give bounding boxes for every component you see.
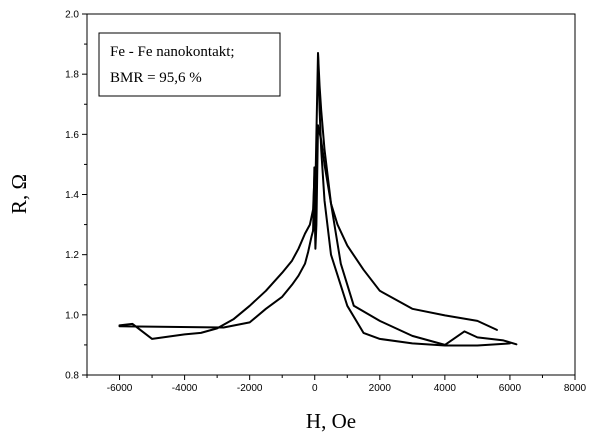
y-axis-title: R, Ω [7, 174, 31, 214]
y-tick-label-3: 1.4 [65, 190, 79, 201]
annotation-frame [98, 32, 281, 97]
y-tick-label-1: 1.0 [65, 310, 79, 321]
axis-ticks: -6000 -4000 -2000 0 2000 4000 6000 8000 0.8 1.0 1.… [65, 10, 586, 395]
x-tick-label-0: -6000 [107, 383, 133, 394]
annotation-line-1: Fe - Fe nanokontakt; [110, 44, 235, 60]
annotation-line-2: BMR = 95,6 % [110, 70, 202, 86]
x-tick-label-6: 6000 [499, 383, 522, 394]
y-tick-label-5: 1.8 [65, 70, 79, 81]
annotation-box: Fe - Fe nanokontakt; BMR = 95,6 % [98, 32, 281, 97]
x-axis-title: H, Oe [306, 409, 356, 433]
x-tick-label-3: 0 [312, 383, 318, 394]
data-series [118, 52, 518, 347]
x-tick-label-2: -2000 [237, 383, 263, 394]
x-tick-label-4: 2000 [369, 383, 392, 394]
y-tick-label-2: 1.2 [65, 250, 79, 261]
series-line-1 [118, 169, 316, 340]
series-line-3 [118, 52, 511, 347]
x-tick-label-1: -4000 [172, 383, 198, 394]
y-tick-label-6: 2.0 [65, 10, 79, 21]
series-line-2 [312, 124, 498, 331]
y-tick-label-0: 0.8 [65, 371, 79, 382]
y-tick-label-4: 1.6 [65, 130, 79, 141]
x-tick-label-7: 8000 [564, 383, 587, 394]
x-tick-label-5: 4000 [434, 383, 457, 394]
series-line-4 [317, 52, 518, 346]
